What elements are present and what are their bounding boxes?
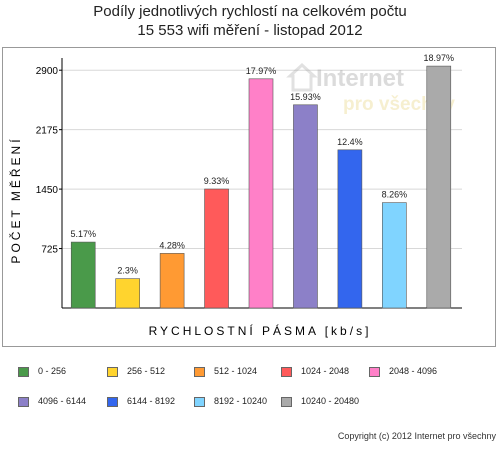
legend-label: 2048 - 4096 [389, 366, 438, 376]
bar-data-label: 2.3% [117, 266, 138, 276]
legend-swatch [369, 366, 380, 377]
bar-2048-4096 [248, 78, 274, 309]
watermark-word1: Internet [316, 65, 404, 92]
chart-title-line2: 15 553 wifi měření - listopad 2012 [137, 22, 363, 39]
y-tick-label: 2175 [36, 126, 59, 137]
legend-item: 10240 - 20480 [281, 394, 359, 408]
legend-item: 6144 - 8192 [107, 394, 175, 408]
legend-swatch [194, 366, 205, 377]
bar-data-label: 15.93% [290, 92, 321, 102]
bar-data-label: 17.97% [246, 66, 277, 76]
bar-0-256 [70, 241, 96, 309]
bar-chart: Internet pro všechny 5.17%2.3%4.28%9.33%… [8, 53, 462, 338]
legend-swatch [18, 366, 29, 377]
bar-data-label: 5.17% [70, 229, 96, 239]
legend-swatch [18, 396, 29, 407]
chart-frame [2, 47, 496, 347]
bar-8192-10240 [382, 202, 407, 309]
legend-swatch [281, 396, 292, 407]
legend-label: 1024 - 2048 [301, 366, 350, 376]
legend-label: 8192 - 10240 [214, 396, 268, 406]
chart-title: Podíly jednotlivých rychlostí na celkové… [0, 2, 500, 40]
legend-item: 4096 - 6144 [18, 394, 86, 408]
legend-label: 0 - 256 [38, 366, 67, 376]
legend-item: 512 - 1024 [194, 364, 257, 378]
y-tick-label: 2900 [36, 66, 59, 77]
bar-data-label: 12.4% [337, 137, 363, 147]
legend-label: 10240 - 20480 [301, 396, 360, 406]
bar-10240-20480 [426, 65, 452, 309]
bar-512-1024 [159, 253, 185, 309]
chart-bars [70, 65, 452, 309]
legend-label: 4096 - 6144 [38, 396, 87, 406]
chart-title-line1: Podíly jednotlivých rychlostí na celkové… [93, 3, 407, 20]
bar-data-label: 4.28% [159, 240, 185, 250]
x-axis-label: RYCHLOSTNÍ PÁSMA [kb/s] [149, 323, 372, 338]
legend-label: 512 - 1024 [214, 366, 258, 376]
copyright-text: Copyright (c) 2012 Internet pro všechny [337, 431, 496, 441]
chart-data-labels: 5.17% 2.3% 4.28% 9.33% 17.97% 15.93% 12.4% 8.26… [70, 53, 454, 276]
legend-item: 0 - 256 [18, 364, 66, 378]
legend-swatch [281, 366, 292, 377]
bar-6144-8192 [337, 149, 363, 309]
y-axis-label: POČET MĚŘENÍ [8, 136, 23, 263]
legend-item: 8192 - 10240 [194, 394, 267, 408]
watermark-house-icon [286, 62, 318, 92]
legend-item: 2048 - 4096 [369, 364, 437, 378]
legend-swatch [194, 396, 205, 407]
bar-4096-6144 [293, 104, 318, 309]
legend-label: 256 - 512 [127, 366, 166, 376]
bar-data-label: 8.26% [382, 190, 408, 200]
legend-item: 256 - 512 [107, 364, 165, 378]
y-tick-labels: 725 1450 2175 2900 [36, 66, 59, 255]
legend-label: 6144 - 8192 [127, 396, 176, 406]
bar-256-512 [115, 278, 140, 309]
legend-swatch [107, 366, 118, 377]
legend-item: 1024 - 2048 [281, 364, 349, 378]
y-tick-label: 1450 [36, 185, 59, 196]
bar-data-label: 18.97% [424, 53, 455, 63]
legend-swatch [107, 396, 118, 407]
bar-data-label: 9.33% [204, 176, 230, 186]
y-tick-label: 725 [41, 245, 58, 256]
bar-1024-2048 [204, 188, 229, 309]
